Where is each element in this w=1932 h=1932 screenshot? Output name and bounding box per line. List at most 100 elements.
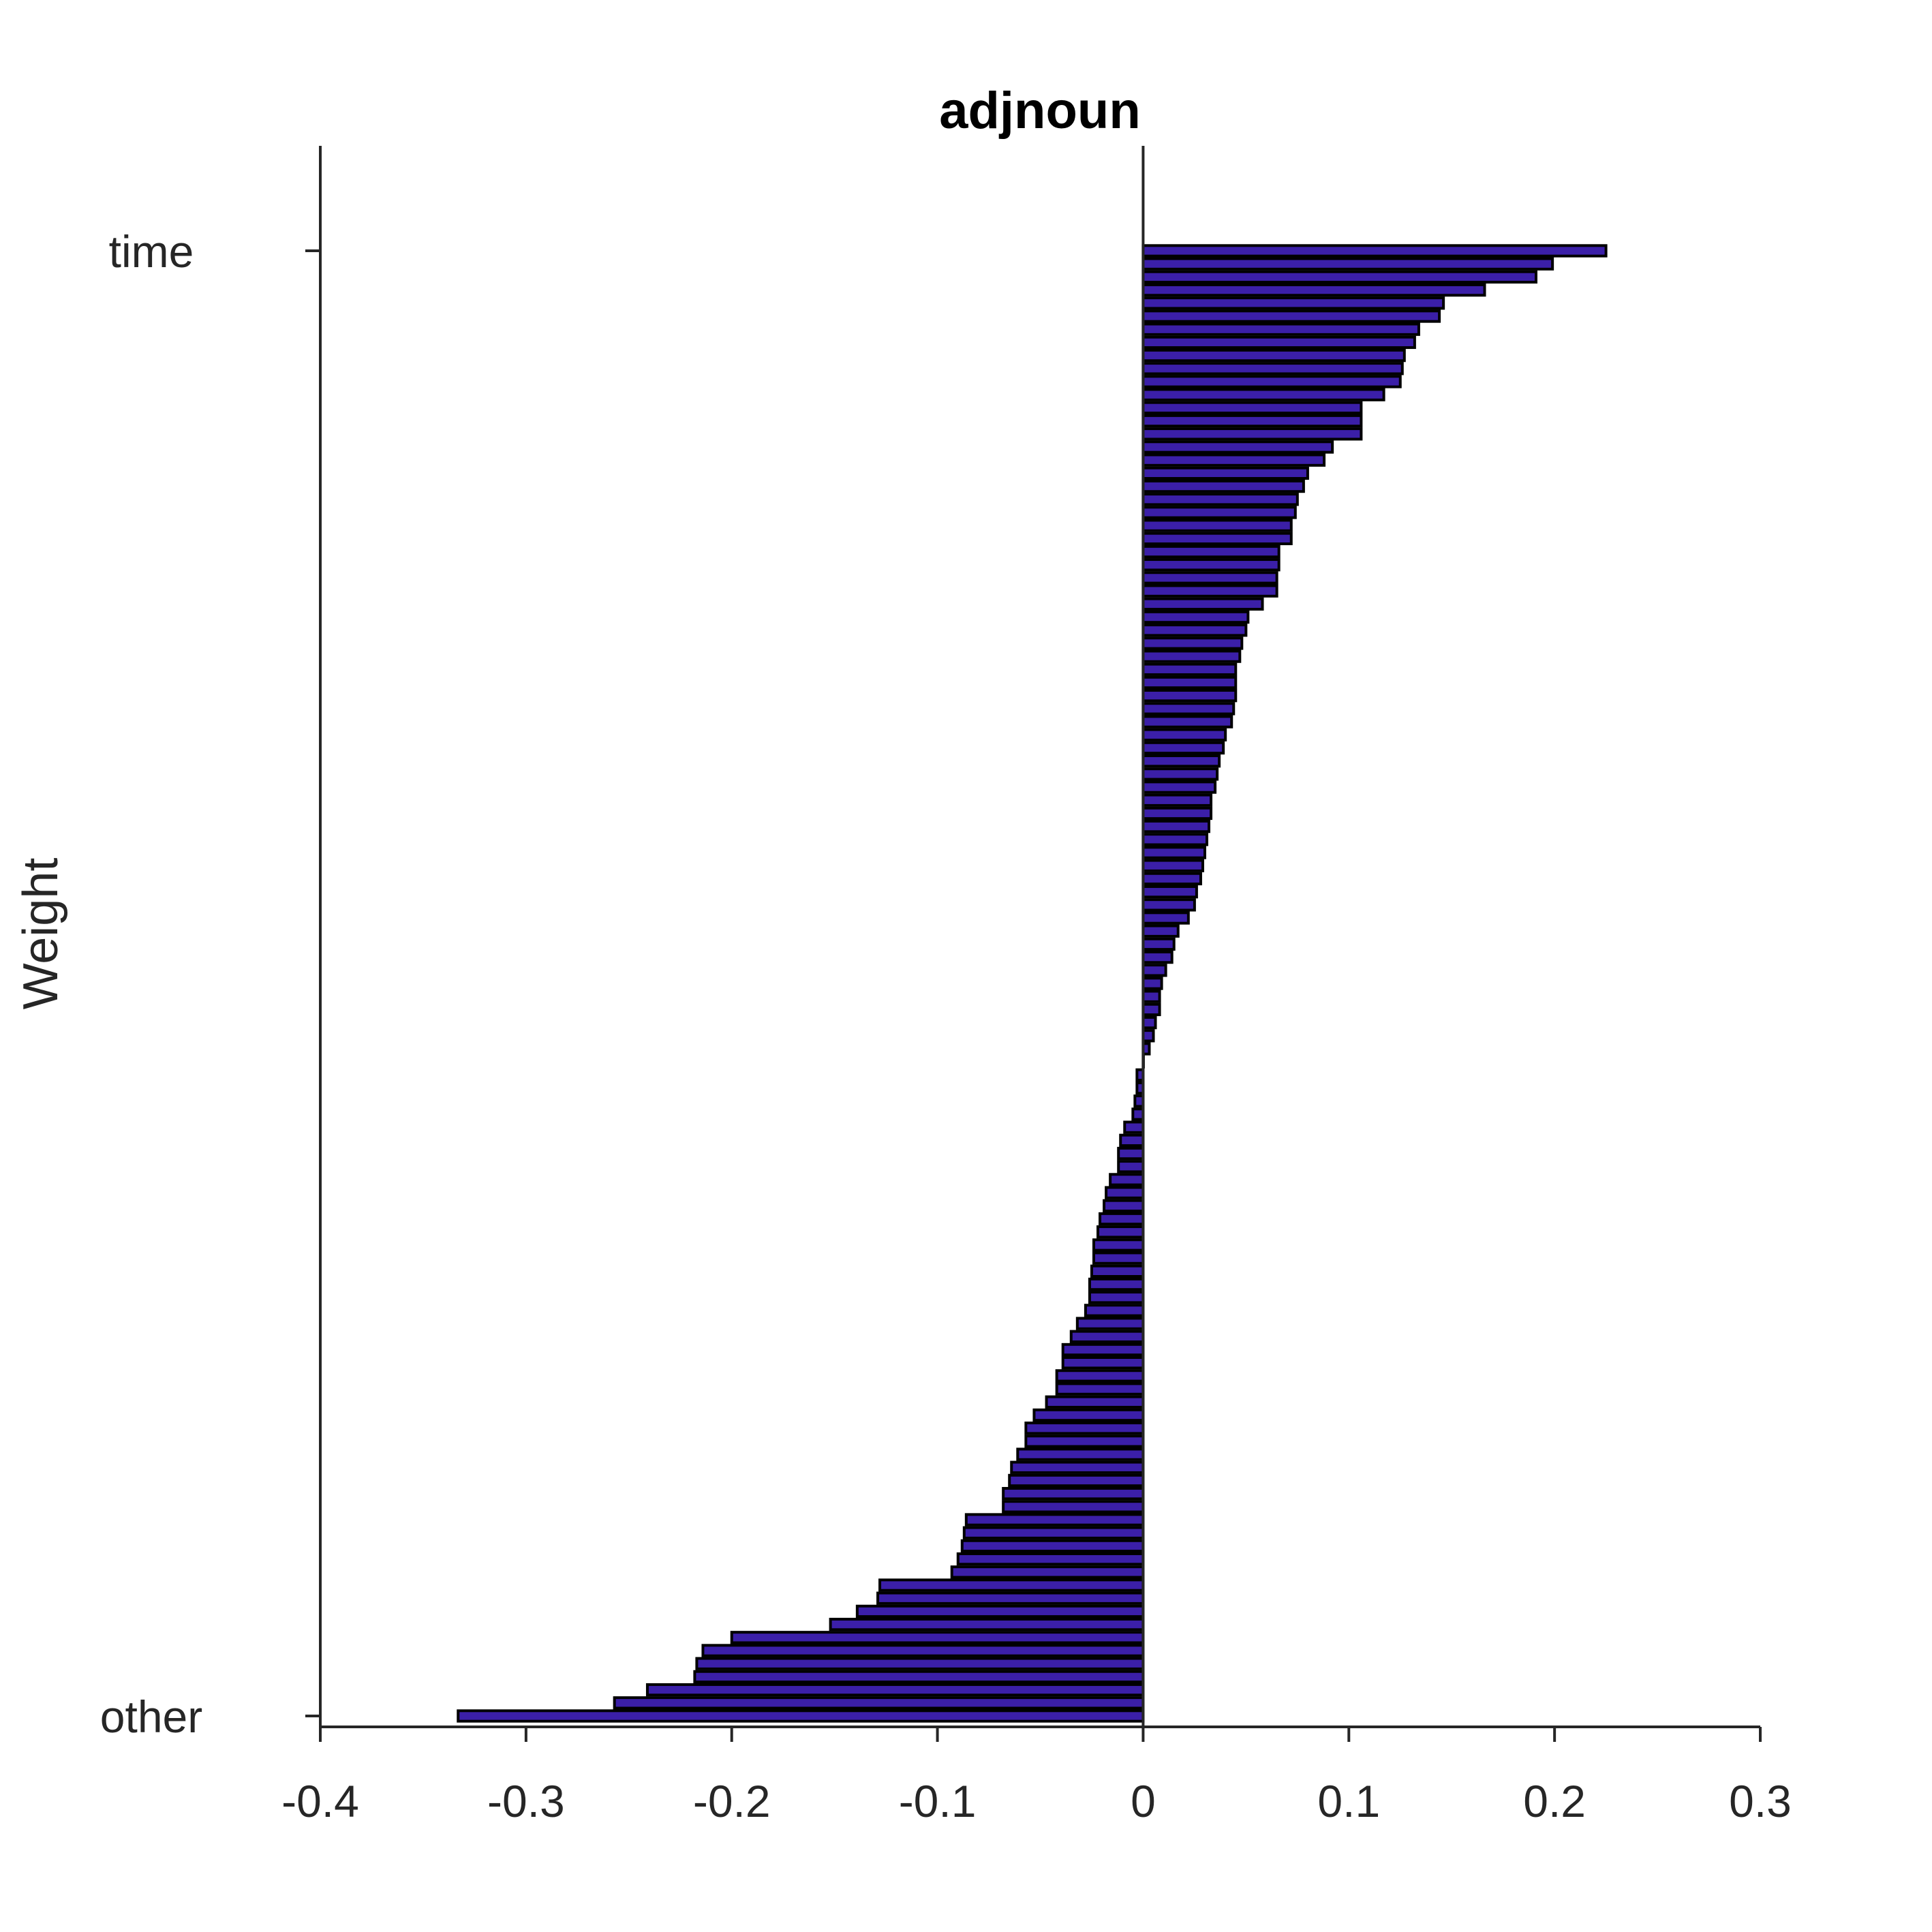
bar [645, 1683, 1145, 1697]
bar [1008, 1473, 1145, 1488]
bar [962, 1526, 1145, 1539]
bar-group [457, 244, 1608, 1723]
bar [1141, 322, 1420, 336]
bar [1141, 283, 1486, 297]
bar [1002, 1486, 1145, 1501]
bar [1141, 375, 1402, 388]
x-tick-label: 0.3 [1729, 1776, 1792, 1826]
bar [1141, 793, 1213, 807]
bar [1141, 244, 1608, 258]
bar [1141, 675, 1238, 690]
bar [1141, 767, 1219, 781]
bar [1016, 1447, 1145, 1461]
bar [1141, 270, 1537, 284]
bar [829, 1617, 1145, 1631]
bar [1141, 833, 1209, 846]
x-tick-label: 0.2 [1523, 1776, 1586, 1826]
bar [693, 1670, 1145, 1684]
bar [1141, 950, 1174, 964]
bar [1141, 309, 1441, 323]
bar [1119, 1133, 1145, 1148]
x-tick-label: 0 [1131, 1776, 1156, 1826]
bar [1055, 1369, 1145, 1383]
bar [1141, 296, 1445, 310]
bar [1141, 597, 1264, 611]
x-tick-label: -0.3 [487, 1776, 565, 1826]
bar [1141, 584, 1278, 598]
bar [1092, 1251, 1145, 1265]
bar [1141, 335, 1416, 350]
bar [878, 1578, 1145, 1592]
bar [1088, 1291, 1145, 1304]
bar [1141, 479, 1305, 493]
bar [1141, 558, 1281, 572]
bar [1141, 348, 1406, 363]
bar [1141, 911, 1190, 925]
bar [1141, 427, 1363, 441]
bar [1141, 466, 1309, 480]
bar [1141, 728, 1227, 741]
bar [701, 1644, 1145, 1657]
bar [1099, 1212, 1145, 1226]
bar [1141, 571, 1278, 585]
bar [1141, 754, 1221, 768]
bar [1088, 1277, 1145, 1291]
bar [1141, 715, 1233, 729]
bar [1061, 1343, 1145, 1357]
bar [1141, 610, 1250, 624]
y-tick-label: time [109, 226, 194, 277]
bar [1141, 937, 1176, 951]
bar [1141, 257, 1554, 271]
x-tick-label: -0.2 [693, 1776, 771, 1826]
bar [1141, 702, 1236, 716]
y-axis-ticks: time other [100, 226, 320, 1742]
bar [1117, 1160, 1145, 1174]
bar [1103, 1199, 1145, 1213]
bar [1141, 1015, 1157, 1030]
bar [1117, 1146, 1145, 1161]
bar [1141, 846, 1206, 859]
y-tick-label: other [100, 1691, 202, 1742]
bar [457, 1709, 1145, 1723]
bar [1092, 1238, 1145, 1252]
bar [1097, 1225, 1145, 1239]
bar [1141, 414, 1363, 428]
bar [1141, 780, 1217, 794]
bar [1010, 1460, 1145, 1474]
bar [1141, 741, 1225, 755]
bar [1141, 924, 1180, 938]
bar [1131, 1107, 1145, 1121]
x-tick-label: -0.4 [281, 1776, 359, 1826]
bar [1141, 453, 1326, 467]
bar [1084, 1304, 1145, 1317]
bar [855, 1604, 1145, 1619]
bar [1032, 1408, 1145, 1422]
bar [1141, 662, 1238, 676]
bar [1141, 1002, 1161, 1017]
bar [1141, 859, 1204, 872]
bar [1141, 388, 1385, 401]
bar [1141, 649, 1242, 663]
bar [1141, 545, 1281, 559]
bar [1055, 1382, 1145, 1396]
bar [1141, 637, 1244, 650]
x-tick-label: 0.1 [1317, 1776, 1380, 1826]
x-axis-ticks: -0.4 -0.3 -0.2 -0.1 0 0.1 0.2 0.3 [281, 1727, 1792, 1826]
bar [1141, 964, 1167, 977]
bar [1141, 872, 1202, 886]
bar [1141, 898, 1196, 912]
y-axis-label: Weight [14, 858, 68, 1010]
bar [1141, 977, 1163, 990]
x-tick-label: -0.1 [899, 1776, 977, 1826]
bar [1075, 1317, 1145, 1330]
bar [1141, 440, 1334, 454]
bar [1141, 506, 1297, 519]
bar [1141, 885, 1198, 899]
bar [960, 1539, 1145, 1553]
bar [956, 1552, 1145, 1566]
bar [1024, 1422, 1145, 1435]
bar [950, 1565, 1145, 1579]
bar [1141, 532, 1293, 546]
bar [613, 1696, 1145, 1710]
